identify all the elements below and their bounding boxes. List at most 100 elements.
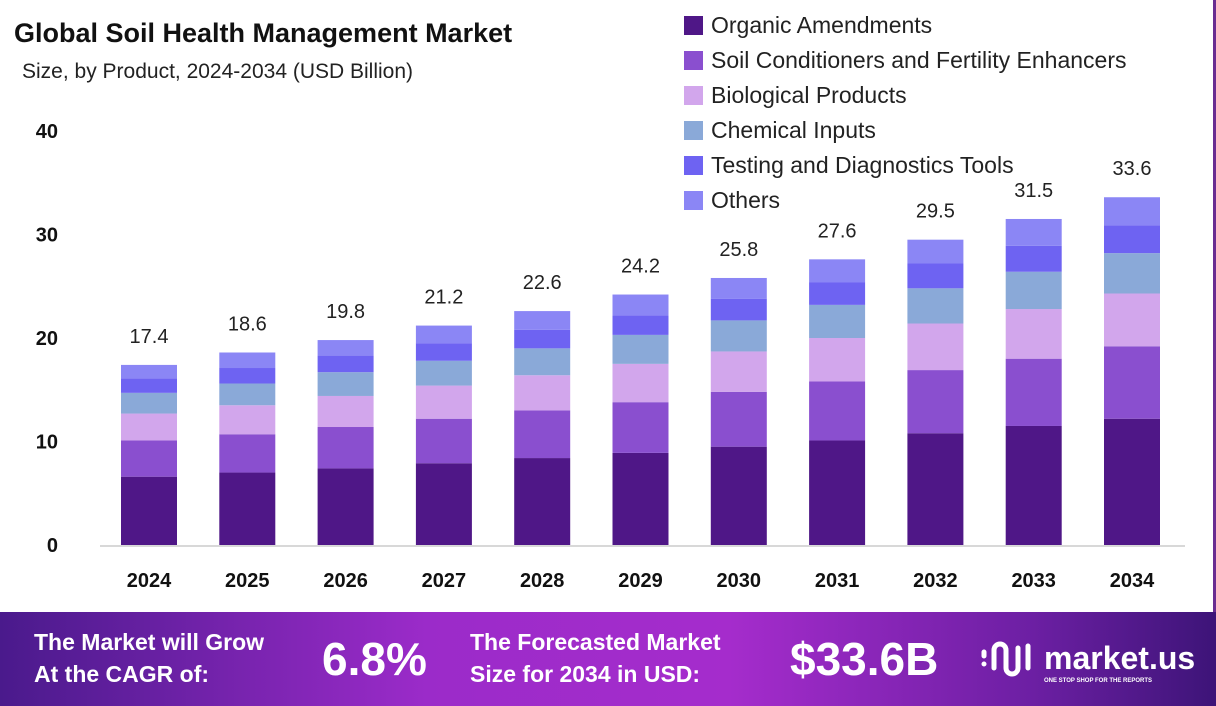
legend-item: Testing and Diagnostics Tools <box>684 148 1126 183</box>
bar-segment <box>1005 218 1062 246</box>
total-label: 21.2 <box>424 287 463 309</box>
total-label: 19.8 <box>326 301 365 323</box>
forecast-value: $33.6B <box>790 633 939 685</box>
bar-segment <box>219 352 276 369</box>
legend-label: Soil Conditioners and Fertility Enhancer… <box>711 47 1127 73</box>
bar-segment <box>415 418 472 464</box>
legend-item: Others <box>684 183 1126 218</box>
stacked-bar-chart: 01020304017.4202418.6202519.8202621.2202… <box>36 121 1185 592</box>
bar-segment <box>317 427 374 469</box>
y-tick-label: 20 <box>36 328 58 350</box>
forecast-label: The Forecasted Market Size for 2034 in US… <box>470 626 721 690</box>
x-tick-label: 2026 <box>323 570 368 592</box>
bar-segment <box>514 348 571 376</box>
bar-segment <box>1005 245 1062 272</box>
bar-segment <box>121 378 177 393</box>
legend-swatch <box>684 86 703 105</box>
legend-swatch <box>684 16 703 35</box>
bar-segment <box>219 368 276 384</box>
x-tick-label: 2034 <box>1110 570 1155 592</box>
bar-segment <box>1104 293 1160 347</box>
bar-segment <box>809 304 866 338</box>
bar-segment <box>809 381 866 441</box>
bar-segment <box>1104 197 1160 226</box>
total-label: 27.6 <box>818 220 857 242</box>
bar-segment <box>415 360 472 386</box>
bar-segment <box>1005 271 1062 310</box>
legend-label: Chemical Inputs <box>711 117 876 143</box>
bar-segment <box>710 446 767 545</box>
bar-segment <box>317 372 374 396</box>
bar-segment <box>612 363 669 403</box>
bar-segment <box>317 340 374 356</box>
bar-segment <box>317 468 374 545</box>
bar-segment <box>907 433 964 545</box>
forecast-label-line2: Size for 2034 in USD: <box>470 661 701 687</box>
bar-segment <box>121 392 177 414</box>
y-tick-label: 10 <box>36 432 58 454</box>
bar-segment <box>415 463 472 545</box>
market-us-logo: market.us ONE STOP SHOP FOR THE REPORTS <box>978 636 1195 684</box>
legend-swatch <box>684 51 703 70</box>
bar-segment <box>612 315 669 335</box>
bar-segment <box>809 282 866 305</box>
bar-segment <box>1104 418 1160 545</box>
total-label: 29.5 <box>916 201 955 223</box>
bar-segment <box>710 277 767 299</box>
total-label: 33.6 <box>1113 158 1152 180</box>
bar-segment <box>121 413 177 441</box>
logo-mark-icon <box>981 641 1031 677</box>
total-label: 18.6 <box>228 313 267 335</box>
total-label: 25.8 <box>719 239 758 261</box>
legend-item: Soil Conditioners and Fertility Enhancer… <box>684 43 1126 78</box>
x-tick-label: 2031 <box>815 570 860 592</box>
cagr-label-line1: The Market will Grow <box>34 629 265 655</box>
bar-segment <box>219 383 276 406</box>
bar-segment <box>809 338 866 382</box>
legend: Organic Amendments Soil Conditioners and … <box>684 8 1126 218</box>
x-tick-label: 2030 <box>717 570 762 592</box>
cagr-label-line2: At the CAGR of: <box>34 661 210 687</box>
legend-label: Others <box>711 187 781 213</box>
bar-segment <box>1005 425 1062 545</box>
y-tick-label: 30 <box>36 225 58 247</box>
x-tick-label: 2028 <box>520 570 565 592</box>
bar-segment <box>415 325 472 344</box>
y-tick-label: 0 <box>47 535 58 557</box>
bar-segment <box>809 440 866 545</box>
bar-segment <box>1104 225 1160 254</box>
bar-segment <box>1104 346 1160 419</box>
bar-segment <box>710 351 767 392</box>
bar-segment <box>809 259 866 283</box>
legend-label: Testing and Diagnostics Tools <box>711 152 1014 178</box>
bar-segment <box>514 410 571 459</box>
legend-label: Organic Amendments <box>711 12 933 38</box>
cagr-value: 6.8% <box>322 633 427 685</box>
total-label: 24.2 <box>621 256 660 278</box>
bar-segment <box>514 375 571 411</box>
bar-segment <box>907 323 964 371</box>
bar-segment <box>907 263 964 289</box>
total-label: 17.4 <box>130 326 169 348</box>
bar-segment <box>907 288 964 324</box>
bar-segment <box>710 320 767 352</box>
logo-tagline: ONE STOP SHOP FOR THE REPORTS <box>1044 678 1153 684</box>
legend-swatch <box>684 121 703 140</box>
chart-title: Global Soil Health Management Market <box>14 18 513 48</box>
x-tick-label: 2027 <box>422 570 467 592</box>
legend-item: Chemical Inputs <box>684 113 1126 148</box>
bar-segment <box>317 395 374 428</box>
footer-banner: The Market will Grow At the CAGR of: 6.8%… <box>0 612 1216 706</box>
x-tick-label: 2033 <box>1011 570 1056 592</box>
total-label: 22.6 <box>523 272 562 294</box>
bar-segment <box>1005 358 1062 426</box>
bar-segment <box>612 452 669 545</box>
total-label: 31.5 <box>1014 180 1053 202</box>
legend-swatch <box>684 191 703 210</box>
bar-segment <box>612 294 669 316</box>
bar-segment <box>317 355 374 373</box>
bar-segment <box>219 434 276 473</box>
bar-segment <box>415 385 472 419</box>
chart-subtitle: Size, by Product, 2024-2034 (USD Billion… <box>22 60 414 83</box>
forecast-label-line1: The Forecasted Market <box>470 629 721 655</box>
